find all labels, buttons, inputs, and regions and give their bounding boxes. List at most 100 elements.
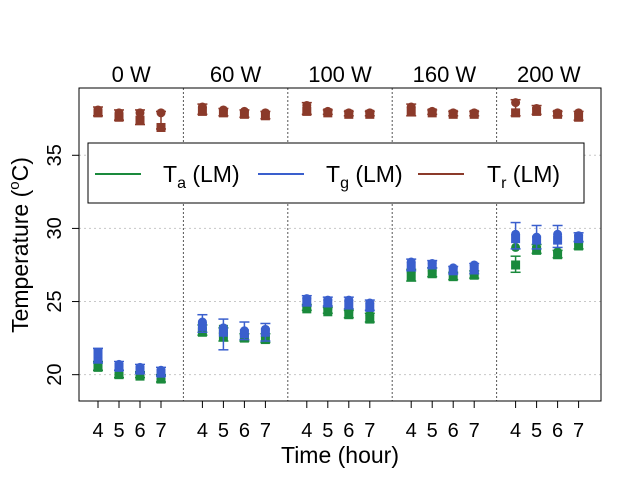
data-point-circle <box>406 257 416 267</box>
x-tick-label: 7 <box>155 420 166 442</box>
x-tick-label: 4 <box>92 420 103 442</box>
data-point-circle <box>448 263 458 273</box>
data-point-circle <box>260 108 270 118</box>
data-point-circle <box>197 317 207 327</box>
y-tick-label: 35 <box>44 144 66 166</box>
legend-label-a: Ta (LM) <box>163 161 240 192</box>
legend-label-r: Tr (LM) <box>487 161 560 192</box>
x-tick-label: 7 <box>260 420 271 442</box>
x-tick-label: 4 <box>406 420 417 442</box>
x-tick-label: 5 <box>218 420 229 442</box>
x-tick-label: 4 <box>197 420 208 442</box>
data-point-square <box>135 115 145 125</box>
legend-box <box>87 142 585 204</box>
y-axis: 20 25 30 35 <box>44 144 79 386</box>
legend-label-base: T <box>163 161 177 187</box>
x-tick-label: 7 <box>573 420 584 442</box>
data-point-square <box>553 235 563 245</box>
x-tick-label: 6 <box>239 420 250 442</box>
panel-title: 160 W <box>413 62 477 87</box>
y-axis-label: Temperature (oC) <box>6 157 33 333</box>
data-point-circle <box>532 103 542 113</box>
x-tick-label: 5 <box>427 420 438 442</box>
data-marks <box>93 98 584 384</box>
data-point-circle <box>365 108 375 118</box>
x-tick-label: 5 <box>531 420 542 442</box>
panel-title: 100 W <box>308 62 372 87</box>
data-point-circle <box>156 365 166 375</box>
y-tick-label: 25 <box>44 290 66 312</box>
data-point-circle <box>511 229 521 239</box>
data-point-circle <box>114 108 124 118</box>
y-tick-label: 20 <box>44 364 66 386</box>
data-point-circle <box>427 259 437 269</box>
x-tick-label: 7 <box>364 420 375 442</box>
data-point-circle <box>302 294 312 304</box>
data-point-circle <box>469 260 479 270</box>
data-point-circle <box>114 359 124 369</box>
data-point-circle <box>239 106 249 116</box>
data-point-circle <box>239 326 249 336</box>
data-point-circle <box>135 362 145 372</box>
legend-label-subscript: g <box>340 175 349 192</box>
legend-label-g: Tg (LM) <box>326 161 403 192</box>
data-point-circle <box>532 232 542 242</box>
legend: Ta (LM) Tg (LM) Tr (LM) <box>87 142 585 204</box>
data-point-circle <box>365 310 375 320</box>
data-point-square <box>156 122 166 132</box>
data-point-circle <box>574 231 584 241</box>
x-tick-label: 6 <box>552 420 563 442</box>
series-tg <box>93 221 584 378</box>
legend-label-subscript: r <box>501 175 507 192</box>
legend-label-base: T <box>326 161 340 187</box>
y-axis-label-prefix: Temperature ( <box>7 189 33 333</box>
x-tick-label: 6 <box>134 420 145 442</box>
data-point-circle <box>553 229 563 239</box>
panel-labels: 0 W 60 W 100 W 160 W 200 W <box>112 62 581 87</box>
data-point-circle <box>93 105 103 115</box>
data-point-circle <box>218 105 228 115</box>
x-axis-label: Time (hour) <box>281 442 399 468</box>
data-point-circle <box>448 108 458 118</box>
data-point-circle <box>197 102 207 112</box>
series-ta <box>93 238 584 384</box>
data-point-circle <box>365 298 375 308</box>
legend-label-suffix: (LM) <box>186 161 240 187</box>
panel-title: 0 W <box>112 62 151 87</box>
data-point-square <box>93 348 103 358</box>
legend-label-base: T <box>487 161 501 187</box>
data-point-circle <box>260 324 270 334</box>
data-point-circle <box>218 323 228 333</box>
legend-label-suffix: (LM) <box>349 161 403 187</box>
x-tick-label: 7 <box>469 420 480 442</box>
data-point-square <box>511 108 521 118</box>
data-point-circle <box>406 102 416 112</box>
x-tick-label: 5 <box>113 420 124 442</box>
panel-title: 200 W <box>517 62 581 87</box>
legend-label-subscript: a <box>177 175 186 192</box>
data-point-circle <box>344 108 354 118</box>
data-point-circle <box>344 295 354 305</box>
data-point-circle <box>323 295 333 305</box>
y-axis-label-suffix: C) <box>7 157 33 181</box>
x-tick-label: 4 <box>301 420 312 442</box>
data-point-circle <box>135 108 145 118</box>
x-tick-label: 5 <box>322 420 333 442</box>
panel-dividers <box>182 88 498 401</box>
x-tick-label: 6 <box>448 420 459 442</box>
panel-title: 60 W <box>210 62 262 87</box>
data-point-square <box>302 106 312 116</box>
data-point-circle <box>156 108 166 118</box>
data-point-circle <box>427 106 437 116</box>
data-point-circle <box>469 108 479 118</box>
data-point-circle <box>553 247 563 257</box>
data-point-circle <box>323 106 333 116</box>
data-point-square <box>511 260 521 270</box>
legend-label-suffix: (LM) <box>506 161 560 187</box>
series-tr <box>93 98 584 132</box>
y-axis-label-degree: o <box>6 181 23 189</box>
data-point-circle <box>553 108 563 118</box>
data-point-circle <box>511 98 521 108</box>
